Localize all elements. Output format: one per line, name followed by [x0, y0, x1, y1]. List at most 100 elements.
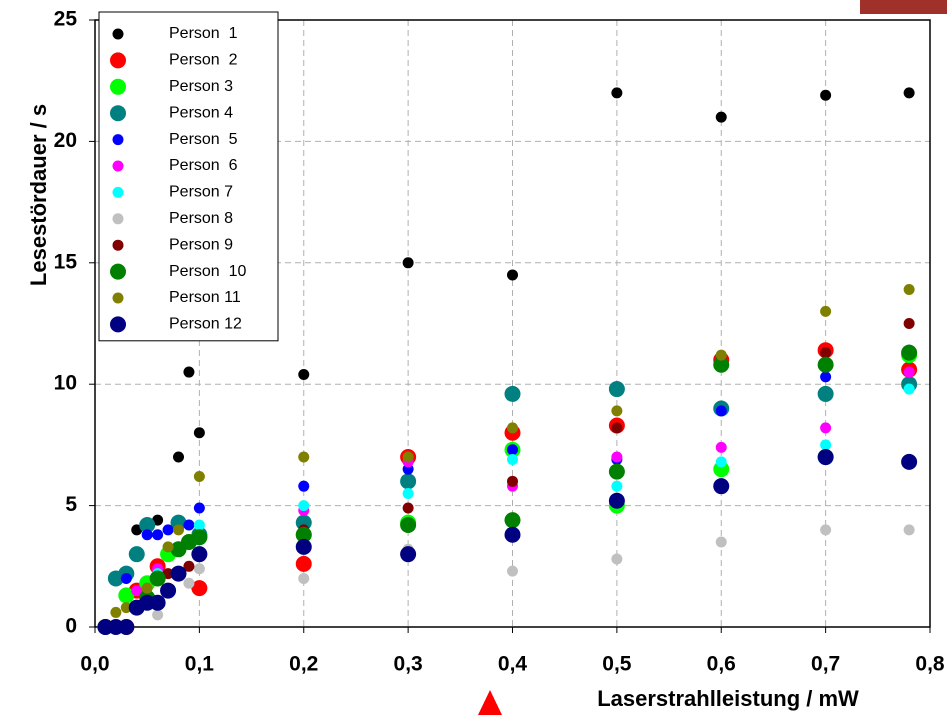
data-point: [901, 453, 918, 470]
x-tick-label: 0,5: [602, 653, 632, 676]
x-tick-label: 0,2: [289, 653, 318, 676]
x-axis-title: Laserstrahlleistung / mW: [597, 686, 859, 711]
legend-marker: [112, 239, 124, 251]
data-point: [400, 517, 417, 534]
data-point: [820, 305, 832, 317]
data-point: [713, 356, 730, 373]
x-tick-label: 0,0: [80, 653, 109, 676]
legend-label: Person 11: [169, 289, 241, 306]
y-tick-label: 5: [65, 493, 77, 516]
legend-marker: [110, 316, 126, 333]
data-point: [118, 619, 135, 635]
plot-frame: [94, 19, 931, 628]
legend-marker: [112, 28, 124, 40]
data-point: [820, 422, 832, 434]
data-point: [611, 553, 623, 565]
data-point: [903, 383, 915, 395]
data-point: [504, 385, 521, 402]
data-point: [715, 349, 727, 361]
data-point: [507, 422, 518, 434]
legend-marker: [110, 78, 126, 95]
data-point: [507, 269, 518, 281]
legend-box: [98, 11, 279, 342]
data-point: [193, 563, 205, 575]
data-point: [507, 565, 518, 577]
data-point: [295, 526, 312, 543]
legend-marker: [110, 105, 126, 122]
data-point: [141, 529, 153, 541]
data-point: [715, 405, 727, 417]
data-point: [611, 87, 623, 99]
data-point: [611, 480, 623, 492]
data-point: [193, 502, 205, 514]
legend-label: Person 12: [169, 316, 242, 333]
data-point: [402, 487, 414, 499]
data-point: [903, 87, 915, 99]
data-point: [903, 284, 915, 296]
data-point: [131, 585, 143, 597]
legend-label: Person 6: [169, 157, 238, 174]
data-point: [183, 560, 195, 572]
data-point: [402, 257, 414, 269]
data-point: [400, 546, 417, 563]
data-point: [903, 366, 915, 378]
data-point: [193, 519, 205, 531]
red-triangle: [478, 690, 502, 715]
data-point: [507, 453, 518, 465]
data-point: [295, 555, 312, 572]
data-point: [820, 524, 832, 536]
y-tick-label: 20: [54, 129, 77, 152]
x-tick-label: 0,3: [394, 653, 423, 676]
data-point: [120, 602, 132, 614]
data-point: [110, 606, 122, 618]
y-tick-label: 10: [54, 372, 77, 395]
data-point: [820, 439, 832, 451]
data-point: [715, 441, 727, 453]
data-point: [298, 368, 310, 380]
y-tick-label: 25: [54, 8, 78, 31]
data-point: [298, 500, 310, 512]
data-point: [611, 451, 623, 463]
data-point: [820, 347, 832, 359]
data-point: [402, 451, 414, 463]
legend-label: Person 7: [169, 184, 233, 201]
data-point: [193, 470, 205, 482]
x-tick-label: 0,8: [915, 653, 945, 676]
data-point: [820, 89, 832, 101]
x-tick-label: 0,6: [707, 653, 736, 676]
data-point: [295, 538, 312, 555]
data-point: [608, 381, 625, 398]
x-tick-label: 0,7: [811, 653, 840, 676]
legend-label: Person 8: [169, 210, 233, 227]
data-point: [611, 405, 623, 417]
data-point: [183, 366, 195, 378]
data-point: [191, 546, 208, 563]
data-point: [183, 577, 195, 589]
legend-marker: [112, 160, 124, 172]
y-tick-label: 0: [65, 615, 77, 638]
data-point: [173, 451, 184, 463]
y-tick-label: 15: [54, 250, 78, 273]
legend-marker: [112, 292, 124, 304]
data-point: [817, 356, 834, 373]
data-point: [160, 582, 177, 599]
x-tick-label: 0,4: [498, 653, 528, 676]
legend-marker: [112, 186, 124, 198]
data-point: [903, 524, 915, 536]
data-point: [817, 449, 834, 466]
data-point: [507, 475, 518, 487]
legend-marker: [110, 52, 126, 69]
data-point: [173, 524, 184, 536]
data-point: [141, 582, 153, 594]
legend-label: Person 1: [169, 25, 238, 42]
data-point: [608, 492, 625, 509]
image-fragment: [860, 0, 947, 14]
legend-label: Person 3: [169, 78, 233, 95]
data-point: [713, 478, 730, 495]
legend-label: Person 4: [169, 104, 233, 121]
data-point: [162, 541, 174, 553]
data-point: [149, 570, 166, 587]
legend-marker: [112, 213, 124, 225]
data-point: [298, 480, 310, 492]
